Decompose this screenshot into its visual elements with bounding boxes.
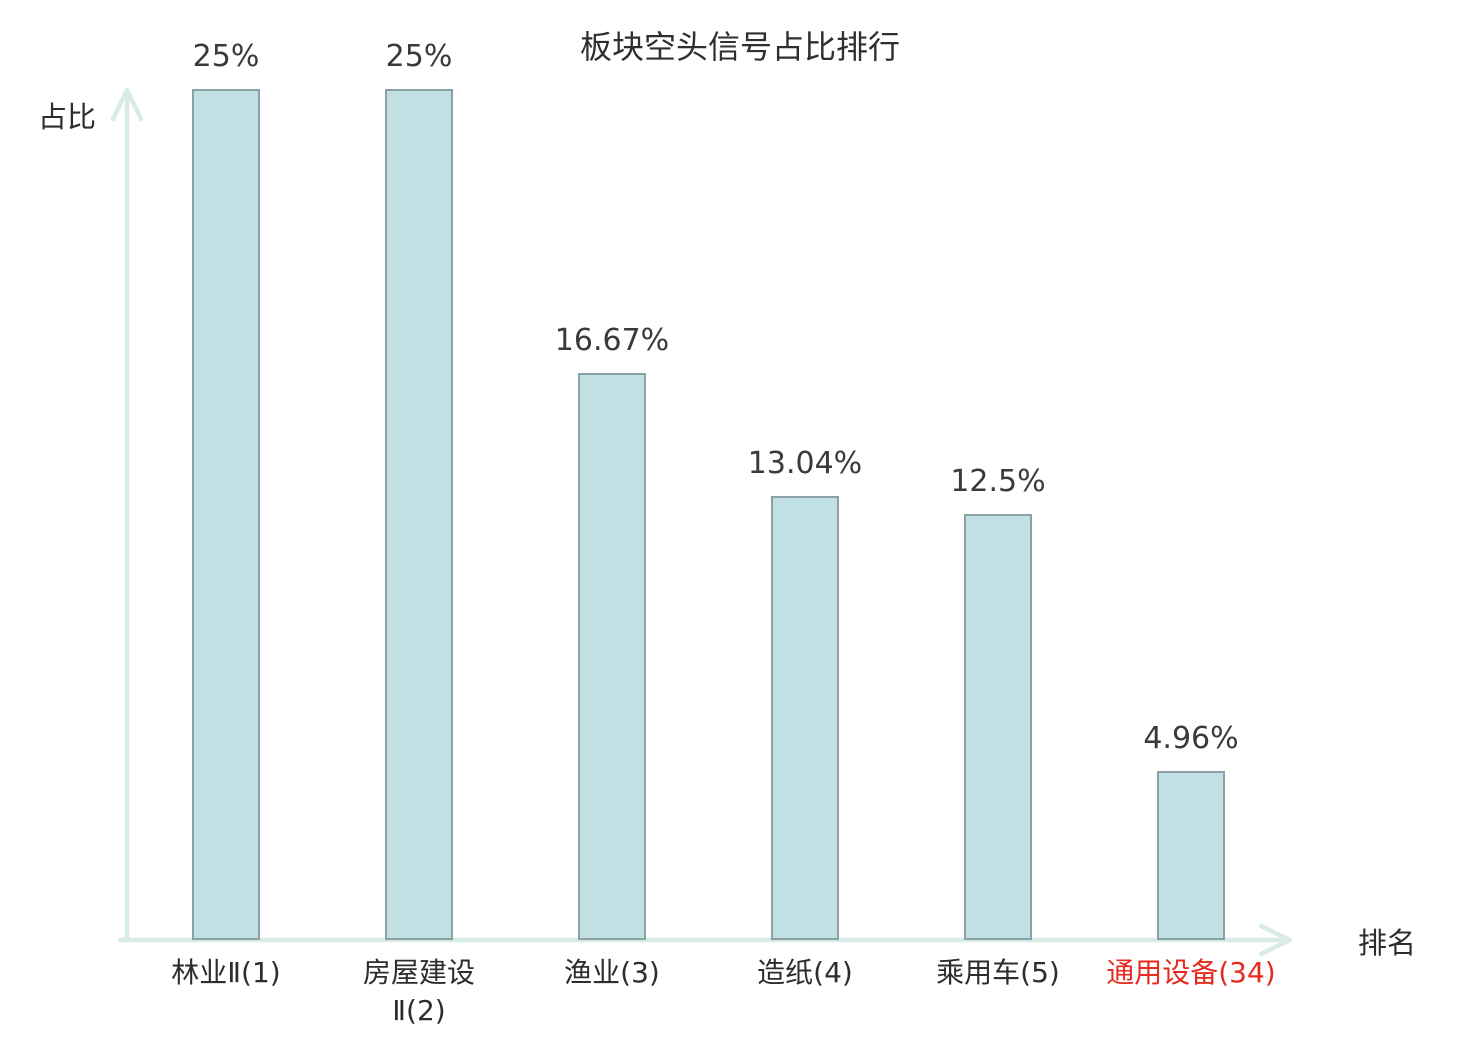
bar-value-label: 12.5%: [950, 464, 1046, 499]
bar: [385, 89, 453, 940]
x-axis-label: 排名: [1358, 926, 1417, 960]
bar-category-label: 通用设备(34): [1106, 956, 1276, 989]
bar-value-label: 25%: [192, 39, 260, 74]
bar: [1157, 771, 1225, 940]
bar: [771, 496, 839, 940]
bar: [578, 373, 646, 940]
bar-value-label: 4.96%: [1143, 721, 1239, 756]
bar-value-label: 16.67%: [554, 323, 670, 358]
bar-value-label: 25%: [385, 39, 453, 74]
y-axis-arrow-icon: [110, 87, 144, 122]
bar-value-label: 13.04%: [747, 446, 863, 481]
bar: [964, 514, 1032, 940]
x-axis-arrow-icon: [1258, 923, 1293, 957]
bar-category-label: 造纸(4): [757, 956, 853, 989]
bar-category-label: 林业Ⅱ(1): [171, 956, 281, 989]
bar-category-label: 乘用车(5): [936, 956, 1060, 989]
y-axis-label: 占比: [38, 100, 97, 134]
bar-category-label: 房屋建设 Ⅱ(2): [362, 956, 475, 1027]
bar-category-label: 渔业(3): [564, 956, 660, 989]
chart-title: 板块空头信号占比排行: [579, 28, 900, 66]
bar: [192, 89, 260, 940]
